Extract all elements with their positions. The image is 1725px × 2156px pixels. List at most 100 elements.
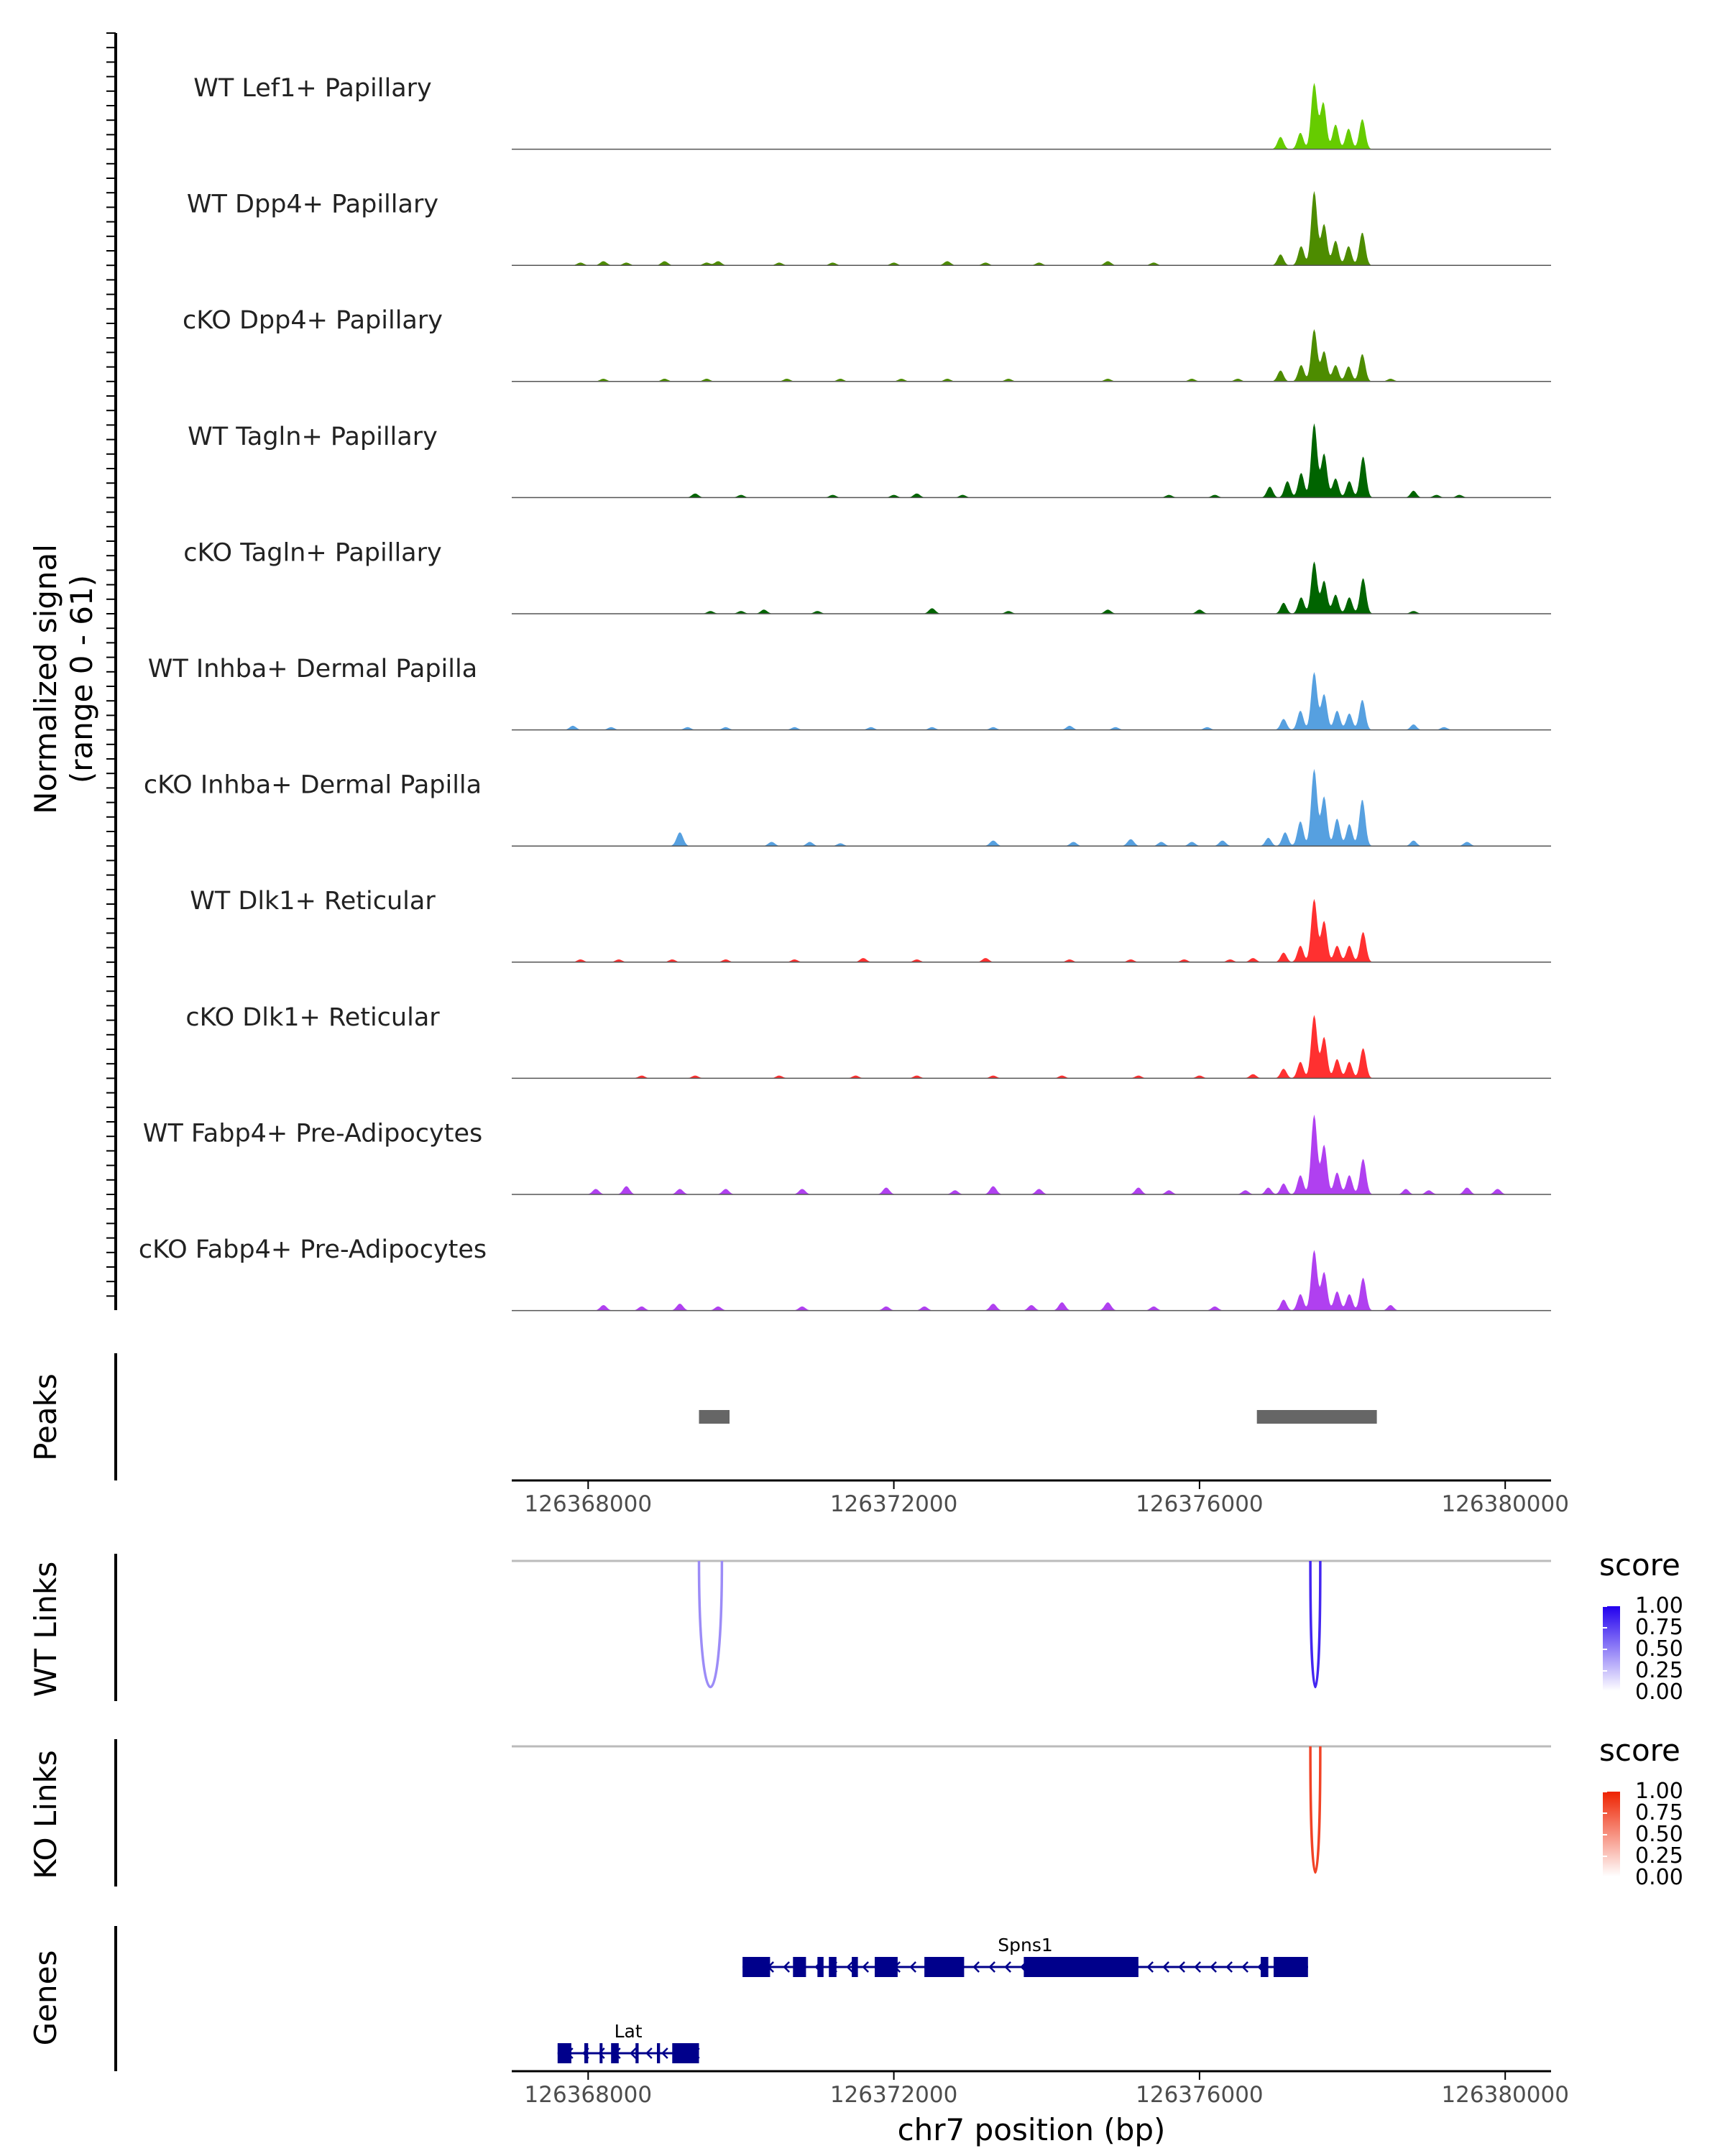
strand-arrow bbox=[972, 1961, 980, 1973]
gene-exon bbox=[829, 1957, 837, 1977]
coverage-area bbox=[512, 1250, 1506, 1311]
coverage-track: WT Dpp4+ Papillary bbox=[187, 190, 1551, 266]
coverage-track: WT Tagln+ Papillary bbox=[188, 423, 1551, 499]
link-arc bbox=[697, 1560, 724, 1688]
gene-exon bbox=[875, 1957, 898, 1977]
legend-label: 0.25 bbox=[1635, 1843, 1683, 1869]
strand-arrow bbox=[1225, 1961, 1233, 1973]
coverage-track: cKO Dpp4+ Papillary bbox=[183, 306, 1551, 382]
gene-exon bbox=[1261, 1957, 1269, 1977]
legend-label: 0.75 bbox=[1635, 1800, 1683, 1825]
gene-exon bbox=[852, 1957, 858, 1977]
gene-exon bbox=[672, 2043, 699, 2063]
gene-model: Lat bbox=[557, 2021, 700, 2063]
strand-arrow bbox=[1194, 1961, 1201, 1973]
y-axis-label: Normalized signal bbox=[28, 544, 63, 814]
strand-arrow bbox=[862, 1961, 869, 1973]
link-arc bbox=[1309, 1560, 1322, 1689]
coverage-track-label: cKO Dlk1+ Reticular bbox=[185, 1003, 440, 1032]
strand-arrow bbox=[1146, 1961, 1154, 1973]
gene-exon bbox=[635, 2043, 639, 2063]
coverage-track: WT Fabp4+ Pre-Adipocytes bbox=[143, 1114, 1551, 1195]
links-panel-label: KO Links bbox=[28, 1750, 63, 1879]
coverage-area bbox=[512, 1015, 1506, 1079]
coverage-area bbox=[512, 561, 1506, 614]
coverage-track-label: cKO Tagln+ Papillary bbox=[183, 538, 442, 567]
coverage-track-label: WT Tagln+ Papillary bbox=[188, 423, 438, 451]
strand-arrow bbox=[630, 2047, 637, 2059]
legend-label: 0.00 bbox=[1635, 1680, 1683, 1705]
coverage-track-label: cKO Fabp4+ Pre-Adipocytes bbox=[139, 1235, 487, 1264]
coverage-area bbox=[512, 423, 1506, 498]
legend-label: 1.00 bbox=[1635, 1779, 1683, 1804]
coverage-track: cKO Fabp4+ Pre-Adipocytes bbox=[139, 1235, 1551, 1312]
coverage-track: cKO Tagln+ Papillary bbox=[183, 538, 1551, 614]
strand-arrow bbox=[1178, 1961, 1185, 1973]
strand-arrow bbox=[1210, 1961, 1217, 1973]
coverage-track-label: WT Fabp4+ Pre-Adipocytes bbox=[143, 1119, 482, 1148]
peak-region bbox=[699, 1410, 730, 1424]
legend-label: 0.75 bbox=[1635, 1615, 1683, 1640]
gene-exon bbox=[793, 1957, 806, 1977]
gene-models: Spns1 Lat bbox=[557, 1935, 1308, 2063]
coverage-area bbox=[512, 83, 1506, 149]
peaks-panel: Peaks 126368000 126372000 126376000 1263800… bbox=[28, 1353, 1569, 1517]
links-track: KO Links score 1.000.750.500.250.00 bbox=[28, 1733, 1683, 1890]
gene-name-label: Lat bbox=[615, 2021, 643, 2042]
x-axis-tick-label: 126372000 bbox=[830, 2082, 958, 2108]
x-axis-tick-label: 126376000 bbox=[1136, 1491, 1264, 1517]
coverage-track-label: cKO Dpp4+ Papillary bbox=[183, 306, 443, 335]
gene-exon bbox=[742, 1957, 770, 1977]
peaks-x-axis: 126368000 126372000 126376000 126380000 bbox=[525, 1480, 1569, 1517]
strand-arrow bbox=[1004, 1961, 1011, 1973]
gene-model: Spns1 bbox=[742, 1935, 1308, 1977]
gene-exon bbox=[817, 1957, 824, 1977]
legend-label: 0.25 bbox=[1635, 1658, 1683, 1683]
coverage-track: cKO Inhba+ Dermal Papilla bbox=[144, 768, 1551, 847]
coverage-track-label: WT Lef1+ Papillary bbox=[193, 74, 432, 103]
genes-panel: Genes Spns1 Lat 126368000 126372000 1263760… bbox=[28, 1926, 1569, 2147]
peak-region bbox=[1256, 1410, 1377, 1424]
gene-exon bbox=[1274, 1957, 1308, 1977]
strand-arrow bbox=[598, 2047, 605, 2059]
coverage-track: WT Inhba+ Dermal Papilla bbox=[148, 655, 1551, 731]
gene-exon bbox=[1024, 1957, 1138, 1977]
legend-title: score bbox=[1599, 1733, 1680, 1768]
strand-arrow bbox=[846, 1961, 853, 1973]
gene-name-label: Spns1 bbox=[998, 1935, 1053, 1955]
legend-label: 0.50 bbox=[1635, 1636, 1683, 1662]
coverage-track: WT Lef1+ Papillary bbox=[193, 74, 1551, 150]
gene-exon bbox=[557, 2043, 571, 2063]
gene-exon bbox=[657, 2043, 661, 2063]
strand-arrow bbox=[645, 2047, 653, 2059]
links-track: WT Links score 1.000.750.500.250.00 bbox=[28, 1547, 1683, 1705]
x-axis-tick-label: 126368000 bbox=[525, 2082, 653, 2108]
coverage-track: cKO Dlk1+ Reticular bbox=[185, 1003, 1551, 1079]
strand-arrow bbox=[988, 1961, 995, 1973]
coverage-track-label: cKO Inhba+ Dermal Papilla bbox=[144, 771, 482, 800]
strand-arrow bbox=[1241, 1961, 1248, 1973]
strand-arrow bbox=[909, 1961, 916, 1973]
coverage-track-label: WT Dpp4+ Papillary bbox=[187, 190, 438, 219]
x-axis-tick-label: 126372000 bbox=[830, 1491, 958, 1517]
coverage-track: WT Dlk1+ Reticular bbox=[190, 887, 1551, 963]
gene-exon bbox=[924, 1957, 965, 1977]
genes-panel-label: Genes bbox=[28, 1950, 63, 2046]
genes-x-axis: 126368000 126372000 126376000 126380000 bbox=[525, 2071, 1569, 2108]
coverage-y-axis-ticks bbox=[106, 32, 116, 1297]
strand-arrow bbox=[783, 1961, 790, 1973]
coverage-area bbox=[512, 190, 1506, 266]
strand-arrow bbox=[661, 2047, 668, 2059]
coverage-tracks: WT Lef1+ Papillary WT Dpp4+ Papillary cKO … bbox=[139, 74, 1551, 1312]
x-axis-tick-label: 126368000 bbox=[525, 1491, 653, 1517]
coverage-track-label: WT Inhba+ Dermal Papilla bbox=[148, 655, 477, 683]
coverage-area bbox=[512, 672, 1506, 730]
coverage-track-label: WT Dlk1+ Reticular bbox=[190, 887, 436, 916]
y-axis-label-range: (range 0 - 61) bbox=[64, 575, 99, 783]
legend-title: score bbox=[1599, 1547, 1680, 1583]
coverage-area bbox=[512, 329, 1506, 382]
x-axis-title: chr7 position (bp) bbox=[898, 2112, 1166, 2147]
links-panel-label: WT Links bbox=[28, 1562, 63, 1697]
